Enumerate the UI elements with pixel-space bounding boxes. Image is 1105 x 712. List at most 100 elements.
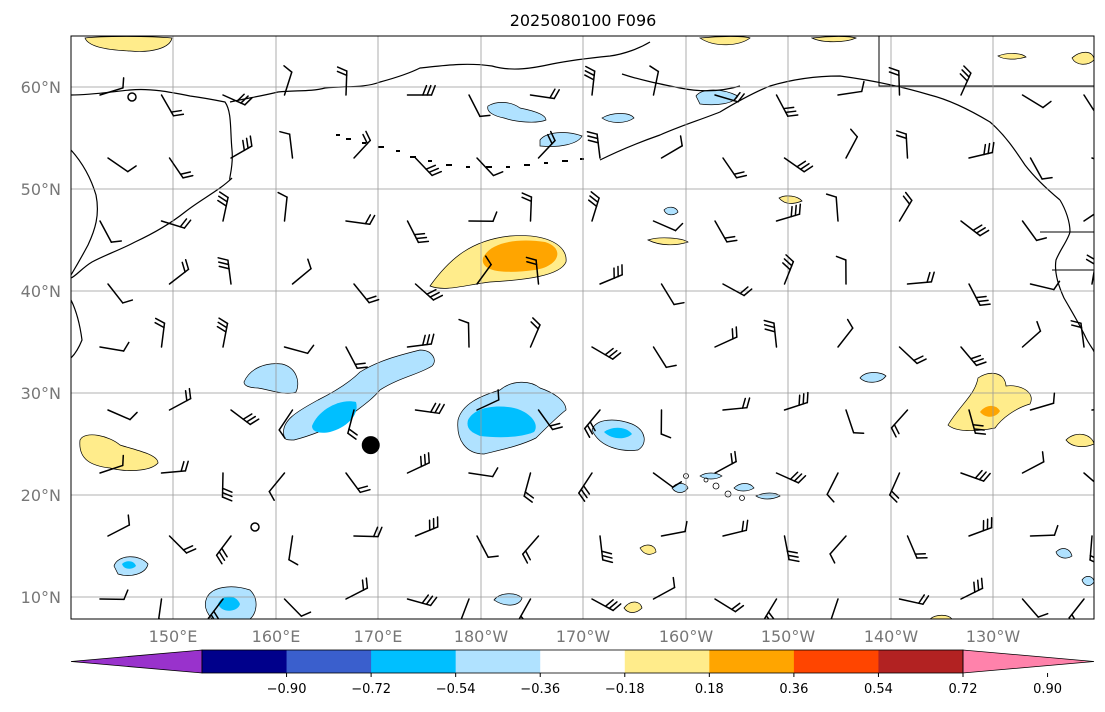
positive-anomaly-region xyxy=(810,36,857,43)
alaska-north-coastline xyxy=(621,73,741,92)
positive-anomaly-region xyxy=(1071,51,1094,65)
wind-barb xyxy=(906,271,935,285)
colorbar-bin xyxy=(709,650,795,673)
wind-barb xyxy=(830,598,839,619)
wind-barb xyxy=(714,220,738,243)
wind-barb xyxy=(99,341,130,352)
wind-barb xyxy=(217,191,229,222)
wind-barb xyxy=(277,191,288,222)
wind-barb xyxy=(414,283,444,301)
wind-barb xyxy=(763,319,778,348)
colorbar-tick-label: −0.36 xyxy=(520,682,560,697)
wind-barb xyxy=(160,218,192,229)
wind-barb xyxy=(406,594,438,607)
positive-anomaly-region xyxy=(947,372,1032,432)
lon-label: 160°E xyxy=(252,627,301,646)
wind-barb xyxy=(521,535,540,564)
longitude-labels: 150°E 160°E 170°E 180°W 170°W 160°W 150°… xyxy=(149,627,1021,646)
wind-barb xyxy=(783,535,800,563)
map-background xyxy=(71,36,1094,619)
map-frame xyxy=(70,35,1095,620)
border-line xyxy=(878,36,1094,87)
lon-label: 140°W xyxy=(864,627,919,646)
lon-label: 180°W xyxy=(454,627,509,646)
wind-barb xyxy=(660,283,685,306)
negative-anomaly-region xyxy=(1081,576,1094,586)
alaska-coastline xyxy=(599,75,1061,201)
wind-barb xyxy=(521,192,533,222)
colorbar-tick-label: 0.36 xyxy=(779,682,808,697)
wind-barb xyxy=(215,535,232,565)
strong-negative-anomaly-region xyxy=(312,401,357,433)
wind-barb xyxy=(283,598,312,617)
wind-barb xyxy=(345,577,369,600)
colorbar-bin xyxy=(455,650,541,673)
negative-anomaly-region xyxy=(755,492,781,500)
positive-anomaly-region xyxy=(647,237,689,246)
wind-barb xyxy=(825,193,839,222)
wind-barbs xyxy=(99,65,1094,619)
wind-barb xyxy=(278,409,294,439)
wind-barb xyxy=(107,409,138,421)
wind-barb xyxy=(714,450,737,474)
wind-barb xyxy=(652,346,677,369)
wind-barb xyxy=(652,576,676,600)
positive-anomaly-region xyxy=(997,53,1027,60)
wind-barb xyxy=(895,130,909,159)
wind-barb xyxy=(898,594,930,605)
coastlines xyxy=(71,36,1094,359)
wind-barb xyxy=(230,135,253,159)
na-west-coastline xyxy=(1054,199,1094,353)
negative-anomaly-region xyxy=(733,483,755,492)
negative-anomaly-region xyxy=(1055,548,1073,559)
asia-inner-coastline xyxy=(71,149,99,276)
latitude-labels: 60°N 50°N 40°N 30°N 20°N 10°N xyxy=(21,78,61,607)
strong-negative-anomaly-region xyxy=(604,427,632,439)
wind-barb xyxy=(906,535,928,559)
wind-barb xyxy=(960,346,987,367)
lat-label: 20°N xyxy=(21,486,61,505)
wind-barb xyxy=(968,141,995,159)
colorbar-bin xyxy=(540,650,626,673)
wind-barb xyxy=(1029,157,1053,180)
wind-barb xyxy=(476,535,499,558)
negative-anomaly-region xyxy=(487,102,547,123)
wind-barb xyxy=(829,535,847,564)
wind-barb xyxy=(99,77,125,96)
wind-barb xyxy=(775,203,802,222)
colorbar-bin xyxy=(793,650,879,673)
wind-barb xyxy=(775,471,807,484)
wind-barb xyxy=(279,130,294,159)
wind-barb xyxy=(99,589,129,601)
colorbar-bin xyxy=(371,650,457,673)
wind-barb xyxy=(845,409,865,434)
wind-barb xyxy=(107,514,131,537)
lat-label: 40°N xyxy=(21,282,61,301)
wind-barb xyxy=(406,333,435,348)
colorbar-bin xyxy=(624,650,710,673)
wind-barb xyxy=(845,128,859,159)
wind-barb xyxy=(898,346,927,365)
colorbar-bin xyxy=(878,650,964,673)
wind-barb xyxy=(283,65,293,96)
bering-coastline xyxy=(229,41,651,103)
wind-barb xyxy=(1021,451,1045,474)
strong-negative-anomaly-region xyxy=(467,406,536,438)
wind-barb xyxy=(414,402,445,415)
colorbar-outline xyxy=(201,649,964,674)
wind-barb xyxy=(889,472,901,503)
positive-anomaly-region xyxy=(84,36,173,52)
wind-barb xyxy=(1029,392,1056,411)
wind-barb xyxy=(168,387,192,411)
wind-barb xyxy=(959,65,972,96)
wind-barb xyxy=(960,469,991,482)
negative-anomaly-contours xyxy=(113,89,1094,619)
wind-barb xyxy=(99,220,122,243)
wind-barb xyxy=(968,516,993,537)
wind-barb xyxy=(221,472,233,502)
positive-anomaly-region xyxy=(79,434,159,471)
wind-barb xyxy=(652,220,684,232)
map-panel xyxy=(70,35,1095,620)
wind-barb xyxy=(268,472,286,502)
wind-barb xyxy=(406,84,436,96)
